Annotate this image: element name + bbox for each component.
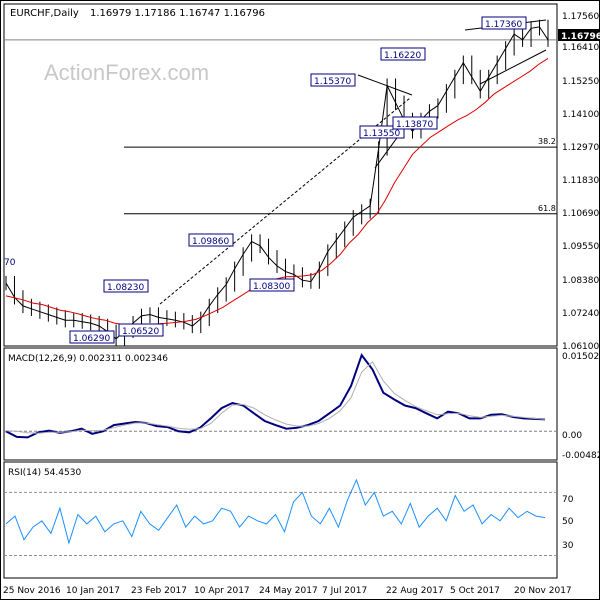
x-tick-label: 22 Aug 2017 [386, 586, 444, 596]
x-tick-label: 7 Jul 2017 [322, 586, 367, 596]
price-close-line [5, 26, 549, 340]
price-level-badge [310, 73, 356, 87]
price-label-layer: 1.06290 1.06520 1.08230 1.09860 1.08300 1.153… [4, 16, 527, 344]
price-level-label: 1.06290 [73, 334, 110, 344]
watermark: ActionForex.com [44, 60, 209, 85]
price-tick-label: 1.12970 [562, 143, 599, 153]
price-level-badge [380, 47, 426, 61]
channel-line [357, 74, 413, 96]
rsi-tick-label: 50 [562, 517, 574, 527]
current-price-label: 1.16796 [561, 32, 600, 42]
price-level-label: 1.13870 [396, 120, 433, 130]
price-level-label: 1.09860 [192, 237, 229, 247]
price-level-badge [481, 16, 527, 30]
rsi-layer [4, 478, 557, 556]
price-level-badge [118, 323, 164, 337]
price-level-badge [392, 116, 438, 130]
macd-signal-line [5, 360, 546, 434]
x-tick-label: 23 Feb 2017 [131, 586, 187, 596]
x-tick-label: 5 Oct 2017 [450, 586, 500, 596]
price-level-label: 1.17360 [485, 20, 522, 30]
price-level-badge [103, 279, 149, 293]
price-tick-label: 1.16410 [562, 43, 599, 53]
price-level-badge [249, 278, 295, 292]
fib-level-label: 61.8 [538, 204, 556, 213]
chart-header-symbol: EURCHF,Daily [10, 8, 79, 19]
price-level-badge [69, 330, 115, 344]
macd-line [5, 352, 546, 439]
edge-level-label: 70 [4, 258, 16, 268]
x-tick-label: 10 Apr 2017 [194, 586, 250, 596]
x-tick-label: 20 Nov 2017 [514, 586, 572, 596]
price-tick-label: 1.11830 [562, 176, 599, 186]
rsi-tick-label: 30 [562, 541, 574, 551]
price-level-badge [188, 233, 234, 247]
rsi-tick-label: 70 [562, 495, 574, 505]
current-price-box [558, 29, 599, 41]
price-tick-label: 1.14100 [562, 110, 599, 120]
rsi-title: RSI(14) 54.4530 [8, 468, 81, 478]
price-tick-label: 1.10690 [562, 209, 599, 219]
price-y-ticks: 1.17560 1.16410 1.15250 1.14100 1.12970 … [562, 12, 599, 352]
price-tick-label: 1.07240 [562, 309, 599, 319]
x-tick-label: 10 Jan 2017 [66, 586, 120, 596]
price-tick-label: 1.15250 [562, 77, 599, 87]
x-tick-label: 25 Nov 2016 [3, 586, 61, 596]
price-tick-label: 1.17560 [562, 12, 599, 22]
price-level-label: 1.13550 [363, 129, 400, 139]
rsi-panel [3, 461, 558, 579]
macd-tick-label: 0.00 [562, 431, 582, 441]
price-tick-label: 1.06100 [562, 342, 599, 352]
macd-title: MACD(12,26,9) 0.002311 0.002346 [8, 354, 168, 364]
price-tick-label: 1.08380 [562, 276, 599, 286]
price-panel [3, 3, 558, 347]
triangle-lower-line [479, 49, 547, 85]
fib-level-label: 38.2 [538, 137, 556, 146]
price-level-label: 1.16220 [384, 51, 421, 61]
macd-layer [4, 352, 557, 439]
price-level-label: 1.06520 [122, 327, 159, 337]
macd-tick-label: -0.004823 [562, 451, 600, 461]
x-tick-label: 24 May 2017 [259, 586, 318, 596]
macd-panel [3, 347, 558, 461]
price-tick-label: 1.09550 [562, 242, 599, 252]
price-level-label: 1.15370 [314, 77, 351, 87]
macd-tick-label: 0.015028 [562, 352, 600, 362]
rsi-line [5, 478, 546, 545]
price-layer: 38.2 61.8 [4, 19, 557, 346]
chart-header-ohlc: 1.16979 1.17186 1.16747 1.16796 [90, 8, 265, 19]
price-level-label: 1.08230 [107, 283, 144, 293]
dashed-trendline [159, 97, 411, 305]
price-level-label: 1.08300 [253, 282, 290, 292]
